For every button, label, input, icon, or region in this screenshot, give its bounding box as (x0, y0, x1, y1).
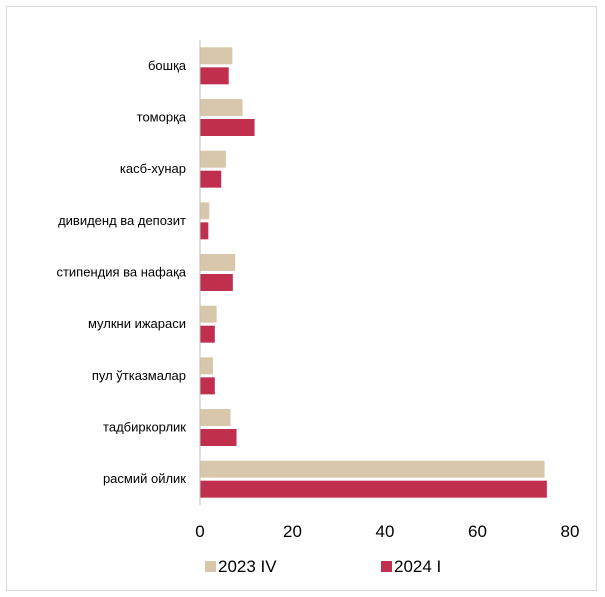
x-tick-label: 80 (561, 522, 580, 541)
bar-series1 (200, 305, 217, 323)
category-label: мулкни ижараси (88, 316, 186, 331)
legend: 2023 IV 2024 I (205, 557, 441, 576)
category-labels: бошқа томорқа касб-хунар дивиденд ва депози… (56, 58, 186, 486)
x-tick-labels: 0 20 40 60 80 (195, 522, 579, 541)
x-tick-label: 40 (376, 522, 395, 541)
bar-series2 (200, 480, 547, 498)
legend-swatch (381, 561, 392, 572)
bar-series1 (200, 357, 213, 375)
category-label: дивиденд ва депозит (58, 213, 186, 228)
category-label: стипендия ва нафақа (56, 265, 186, 280)
bar-series1 (200, 460, 545, 478)
category-label: расмий ойлик (103, 471, 186, 486)
legend-swatch (205, 561, 216, 572)
bar-series2 (200, 325, 215, 343)
category-label: томорқа (137, 110, 187, 125)
bar-series2 (200, 170, 222, 188)
bar-series2 (200, 222, 209, 240)
bar-series1 (200, 150, 226, 168)
bar-series2 (200, 377, 215, 395)
bar-series1 (200, 47, 233, 65)
x-tick-label: 0 (195, 522, 204, 541)
bar-series1 (200, 99, 243, 116)
legend-label: 2023 IV (218, 557, 277, 576)
bar-series1 (200, 202, 210, 220)
x-tick-label: 20 (283, 522, 302, 541)
legend-label: 2024 I (394, 557, 441, 576)
bar-series2 (200, 429, 237, 446)
category-label: бошқа (148, 58, 187, 73)
bar-series2 (200, 274, 233, 291)
bars (200, 47, 547, 498)
bar-series1 (200, 254, 236, 271)
bar-series2 (200, 119, 255, 136)
category-label: пул ўтказмалар (92, 368, 186, 383)
x-tick-label: 60 (468, 522, 487, 541)
bar-series1 (200, 409, 231, 426)
category-label: тадбиркорлик (103, 420, 186, 435)
bar-series2 (200, 67, 229, 85)
category-label: касб-хунар (120, 161, 186, 176)
